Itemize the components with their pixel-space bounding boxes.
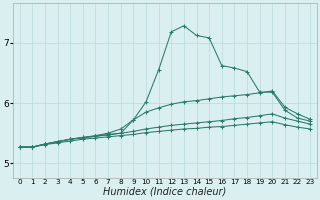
X-axis label: Humidex (Indice chaleur): Humidex (Indice chaleur): [103, 187, 227, 197]
